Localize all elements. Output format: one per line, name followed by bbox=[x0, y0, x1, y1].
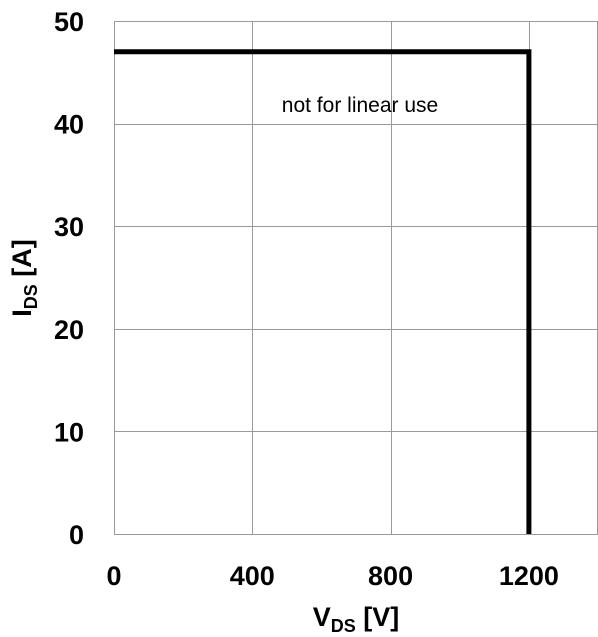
y-tick-label-0: 0 bbox=[69, 520, 84, 550]
x-axis-title-subscript: DS bbox=[331, 616, 356, 636]
x-tick-label-400: 400 bbox=[230, 561, 275, 591]
series-line-1 bbox=[114, 49, 532, 534]
y-tick-label-10: 10 bbox=[54, 417, 84, 447]
y-tick-labels: 0 10 20 30 40 50 bbox=[54, 7, 84, 550]
x-tick-label-0: 0 bbox=[106, 561, 121, 591]
x-axis-title-main: V bbox=[313, 602, 331, 632]
y-axis-title-main: I bbox=[7, 309, 37, 317]
y-tick-label-50: 50 bbox=[54, 7, 84, 37]
y-axis-title-unit: [A] bbox=[7, 239, 37, 284]
y-axis-title: IDS [A] bbox=[7, 239, 41, 317]
x-tick-labels: 0 400 800 1200 bbox=[106, 561, 558, 591]
y-axis-title-subscript: DS bbox=[21, 284, 41, 309]
x-tick-label-800: 800 bbox=[368, 561, 413, 591]
x-axis-title: VDS [V] bbox=[313, 602, 400, 636]
y-tick-label-20: 20 bbox=[54, 315, 84, 345]
y-tick-label-30: 30 bbox=[54, 212, 84, 242]
annotation-not-for-linear-use: not for linear use bbox=[282, 94, 438, 117]
series-layer bbox=[114, 49, 532, 534]
x-tick-label-1200: 1200 bbox=[499, 561, 559, 591]
x-axis-title-unit: [V] bbox=[356, 602, 400, 632]
y-tick-label-40: 40 bbox=[54, 110, 84, 140]
